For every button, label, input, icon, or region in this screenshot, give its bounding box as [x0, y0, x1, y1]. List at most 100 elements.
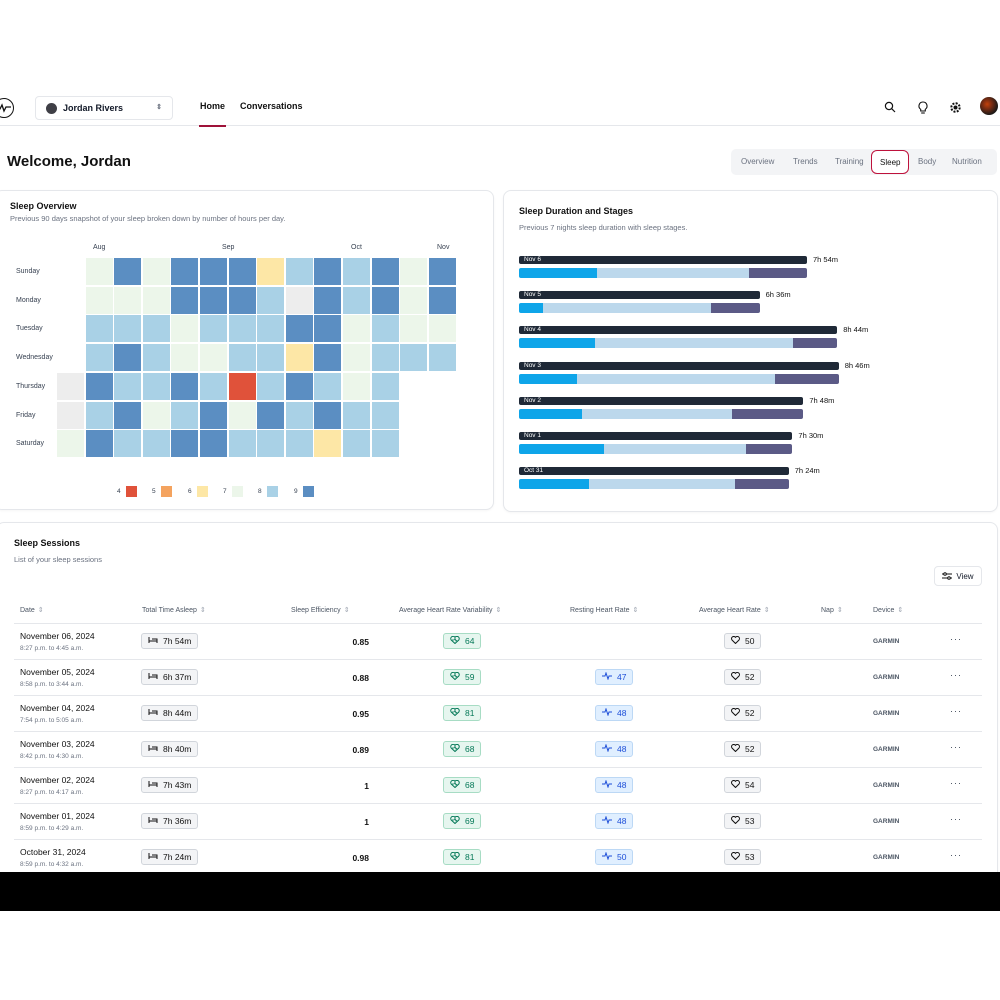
app-logo-icon[interactable] — [0, 98, 14, 118]
heatmap-cell[interactable] — [171, 315, 199, 343]
heatmap-cell[interactable] — [343, 258, 370, 285]
heatmap-cell[interactable] — [171, 372, 199, 400]
nav-home[interactable]: Home — [198, 101, 227, 127]
table-row[interactable]: November 03, 2024 8:42 p.m. to 4:30 a.m. 8… — [14, 732, 982, 768]
duration-bar[interactable]: Nov 1 — [519, 432, 793, 440]
heatmap-cell[interactable] — [428, 315, 456, 343]
heatmap-cell[interactable] — [285, 344, 313, 372]
heatmap-cell[interactable] — [114, 430, 142, 458]
heatmap-cell[interactable] — [285, 372, 313, 400]
col-total-asleep[interactable]: Total Time Asleep ⇕ — [142, 606, 206, 614]
stage-bar[interactable] — [519, 268, 807, 278]
table-row[interactable]: November 06, 2024 8:27 p.m. to 4:45 a.m. 7… — [14, 624, 982, 660]
heatmap-cell[interactable] — [142, 258, 170, 285]
heatmap-cell[interactable] — [314, 258, 342, 285]
heatmap-cell[interactable] — [371, 315, 399, 343]
heatmap-cell[interactable] — [257, 258, 285, 285]
more-options-icon[interactable]: ··· — [950, 634, 962, 644]
heatmap-cell[interactable] — [228, 258, 256, 285]
heatmap-cell[interactable] — [114, 286, 142, 314]
heatmap-cell[interactable] — [314, 372, 342, 400]
heatmap-cell[interactable] — [343, 401, 370, 429]
heatmap-cell[interactable] — [314, 430, 342, 458]
col-nap[interactable]: Nap ⇕ — [821, 606, 843, 614]
heatmap-cell[interactable] — [400, 286, 428, 314]
stage-bar[interactable] — [519, 479, 789, 490]
heatmap-cell[interactable] — [57, 430, 84, 458]
heatmap-cell[interactable] — [200, 401, 227, 429]
heatmap-cell[interactable] — [228, 401, 256, 429]
heatmap-cell[interactable] — [200, 315, 227, 343]
view-options-button[interactable]: View — [934, 566, 982, 586]
tab-trends[interactable]: Trends — [793, 157, 818, 166]
heatmap-cell[interactable] — [257, 286, 285, 314]
table-row[interactable]: November 02, 2024 8:27 p.m. to 4:17 a.m. 7… — [14, 768, 982, 804]
heatmap-cell[interactable] — [428, 286, 456, 314]
col-date[interactable]: Date ⇕ — [20, 606, 44, 614]
heatmap-cell[interactable] — [257, 344, 285, 372]
heatmap-cell[interactable] — [285, 286, 313, 314]
heatmap-cell[interactable] — [142, 344, 170, 372]
stage-bar[interactable] — [519, 408, 804, 419]
col-hrv[interactable]: Average Heart Rate Variability ⇕ — [399, 606, 501, 614]
heatmap-cell[interactable] — [314, 401, 342, 429]
heatmap-cell[interactable] — [257, 430, 285, 458]
duration-bar[interactable]: Nov 4 — [519, 326, 838, 335]
heatmap-cell[interactable] — [371, 430, 399, 458]
heatmap-cell[interactable] — [428, 258, 456, 285]
heatmap-cell[interactable] — [114, 344, 142, 372]
heatmap-cell[interactable] — [314, 286, 342, 314]
more-options-icon[interactable]: ··· — [950, 706, 962, 716]
heatmap-cell[interactable] — [142, 372, 170, 400]
heatmap-cell[interactable] — [85, 344, 113, 372]
heatmap-cell[interactable] — [200, 286, 227, 314]
heatmap-cell[interactable] — [114, 401, 142, 429]
heatmap-cell[interactable] — [257, 315, 285, 343]
heatmap-cell[interactable] — [57, 372, 84, 400]
col-avg-hr[interactable]: Average Heart Rate ⇕ — [699, 606, 770, 614]
stage-bar[interactable] — [519, 373, 839, 384]
heatmap-cell[interactable] — [371, 344, 399, 372]
table-row[interactable]: October 31, 2024 8:59 p.m. to 4:32 a.m. 7h… — [14, 840, 982, 872]
heatmap-cell[interactable] — [257, 401, 285, 429]
heatmap-cell[interactable] — [343, 344, 370, 372]
heatmap-cell[interactable] — [57, 401, 84, 429]
duration-bar[interactable]: Nov 5 — [519, 291, 760, 300]
more-options-icon[interactable]: ··· — [950, 778, 962, 788]
heatmap-cell[interactable] — [343, 286, 370, 314]
gear-icon[interactable] — [948, 100, 962, 114]
heatmap-cell[interactable] — [85, 315, 113, 343]
heatmap-cell[interactable] — [343, 430, 370, 458]
heatmap-cell[interactable] — [171, 430, 199, 458]
heatmap-cell[interactable] — [171, 344, 199, 372]
stage-bar[interactable] — [519, 338, 838, 349]
col-efficiency[interactable]: Sleep Efficiency ⇕ — [291, 606, 350, 614]
heatmap-cell[interactable] — [285, 401, 313, 429]
heatmap-cell[interactable] — [114, 372, 142, 400]
stage-bar[interactable] — [519, 444, 793, 454]
tab-training[interactable]: Training — [835, 157, 864, 166]
heatmap-cell[interactable] — [228, 372, 256, 400]
tab-sleep[interactable]: Sleep — [871, 150, 910, 174]
heatmap-cell[interactable] — [285, 315, 313, 343]
heatmap-cell[interactable] — [200, 344, 227, 372]
tab-nutrition[interactable]: Nutrition — [952, 157, 982, 166]
heatmap-cell[interactable] — [428, 344, 456, 372]
duration-bar[interactable]: Nov 3 — [519, 361, 839, 370]
more-options-icon[interactable]: ··· — [950, 814, 962, 824]
stage-bar[interactable] — [519, 303, 760, 314]
duration-bar[interactable]: Nov 6 — [519, 256, 807, 264]
heatmap-cell[interactable] — [285, 430, 313, 458]
heatmap-cell[interactable] — [400, 344, 428, 372]
heatmap-cell[interactable] — [343, 315, 370, 343]
heatmap-cell[interactable] — [114, 258, 142, 285]
nav-conversations[interactable]: Conversations — [240, 101, 303, 111]
heatmap-cell[interactable] — [257, 372, 285, 400]
tab-overview[interactable]: Overview — [741, 157, 775, 166]
heatmap-cell[interactable] — [200, 258, 227, 285]
heatmap-cell[interactable] — [200, 430, 227, 458]
duration-bar[interactable]: Nov 2 — [519, 396, 804, 405]
heatmap-cell[interactable] — [314, 344, 342, 372]
heatmap-cell[interactable] — [85, 430, 113, 458]
heatmap-cell[interactable] — [400, 258, 428, 285]
